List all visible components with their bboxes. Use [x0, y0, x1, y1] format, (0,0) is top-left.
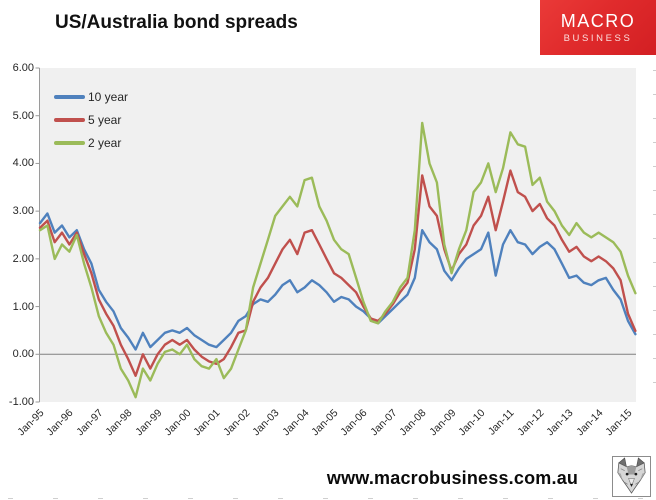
legend-label-5-year: 5 year [88, 112, 122, 127]
y-tick-label: 3.00 [12, 205, 34, 218]
macrobusiness-logo: MACRO BUSINESS [540, 0, 656, 55]
y-tick-label: 5.00 [12, 109, 34, 122]
y-tick-label: -1.00 [8, 396, 34, 408]
wolf-logo-icon [612, 456, 651, 497]
legend-item-5-year: 5 year [54, 108, 128, 131]
edge-ticks-right [653, 70, 656, 404]
y-tick-label: 2.00 [12, 252, 34, 265]
edge-ticks-bottom [8, 498, 648, 499]
legend-swatch-2-year [54, 140, 85, 145]
legend-label-10-year: 10 year [88, 89, 129, 104]
legend: 10 year 5 year 2 year [54, 85, 128, 154]
y-tick-label: 4.00 [12, 157, 34, 170]
chart-title: US/Australia bond spreads [55, 12, 298, 33]
legend-item-2-year: 2 year [54, 131, 128, 154]
series-line-5-year [38, 169, 637, 377]
logo-line-business: BUSINESS [563, 32, 633, 44]
y-tick-label: 6.00 [12, 62, 34, 74]
series-line-10-year [38, 212, 637, 351]
legend-label-2-year: 2 year [88, 135, 122, 150]
y-tick-label: 0.00 [12, 348, 34, 361]
legend-swatch-5-year [54, 117, 85, 122]
logo-line-macro: MACRO [560, 10, 636, 31]
footer-url: www.macrobusiness.com.au [326, 468, 579, 488]
legend-swatch-10-year [54, 94, 85, 99]
series-line-2-year [38, 121, 637, 399]
y-tick-label: 1.00 [12, 300, 34, 313]
plot-area [39, 68, 636, 402]
legend-item-10-year: 10 year [54, 85, 128, 108]
